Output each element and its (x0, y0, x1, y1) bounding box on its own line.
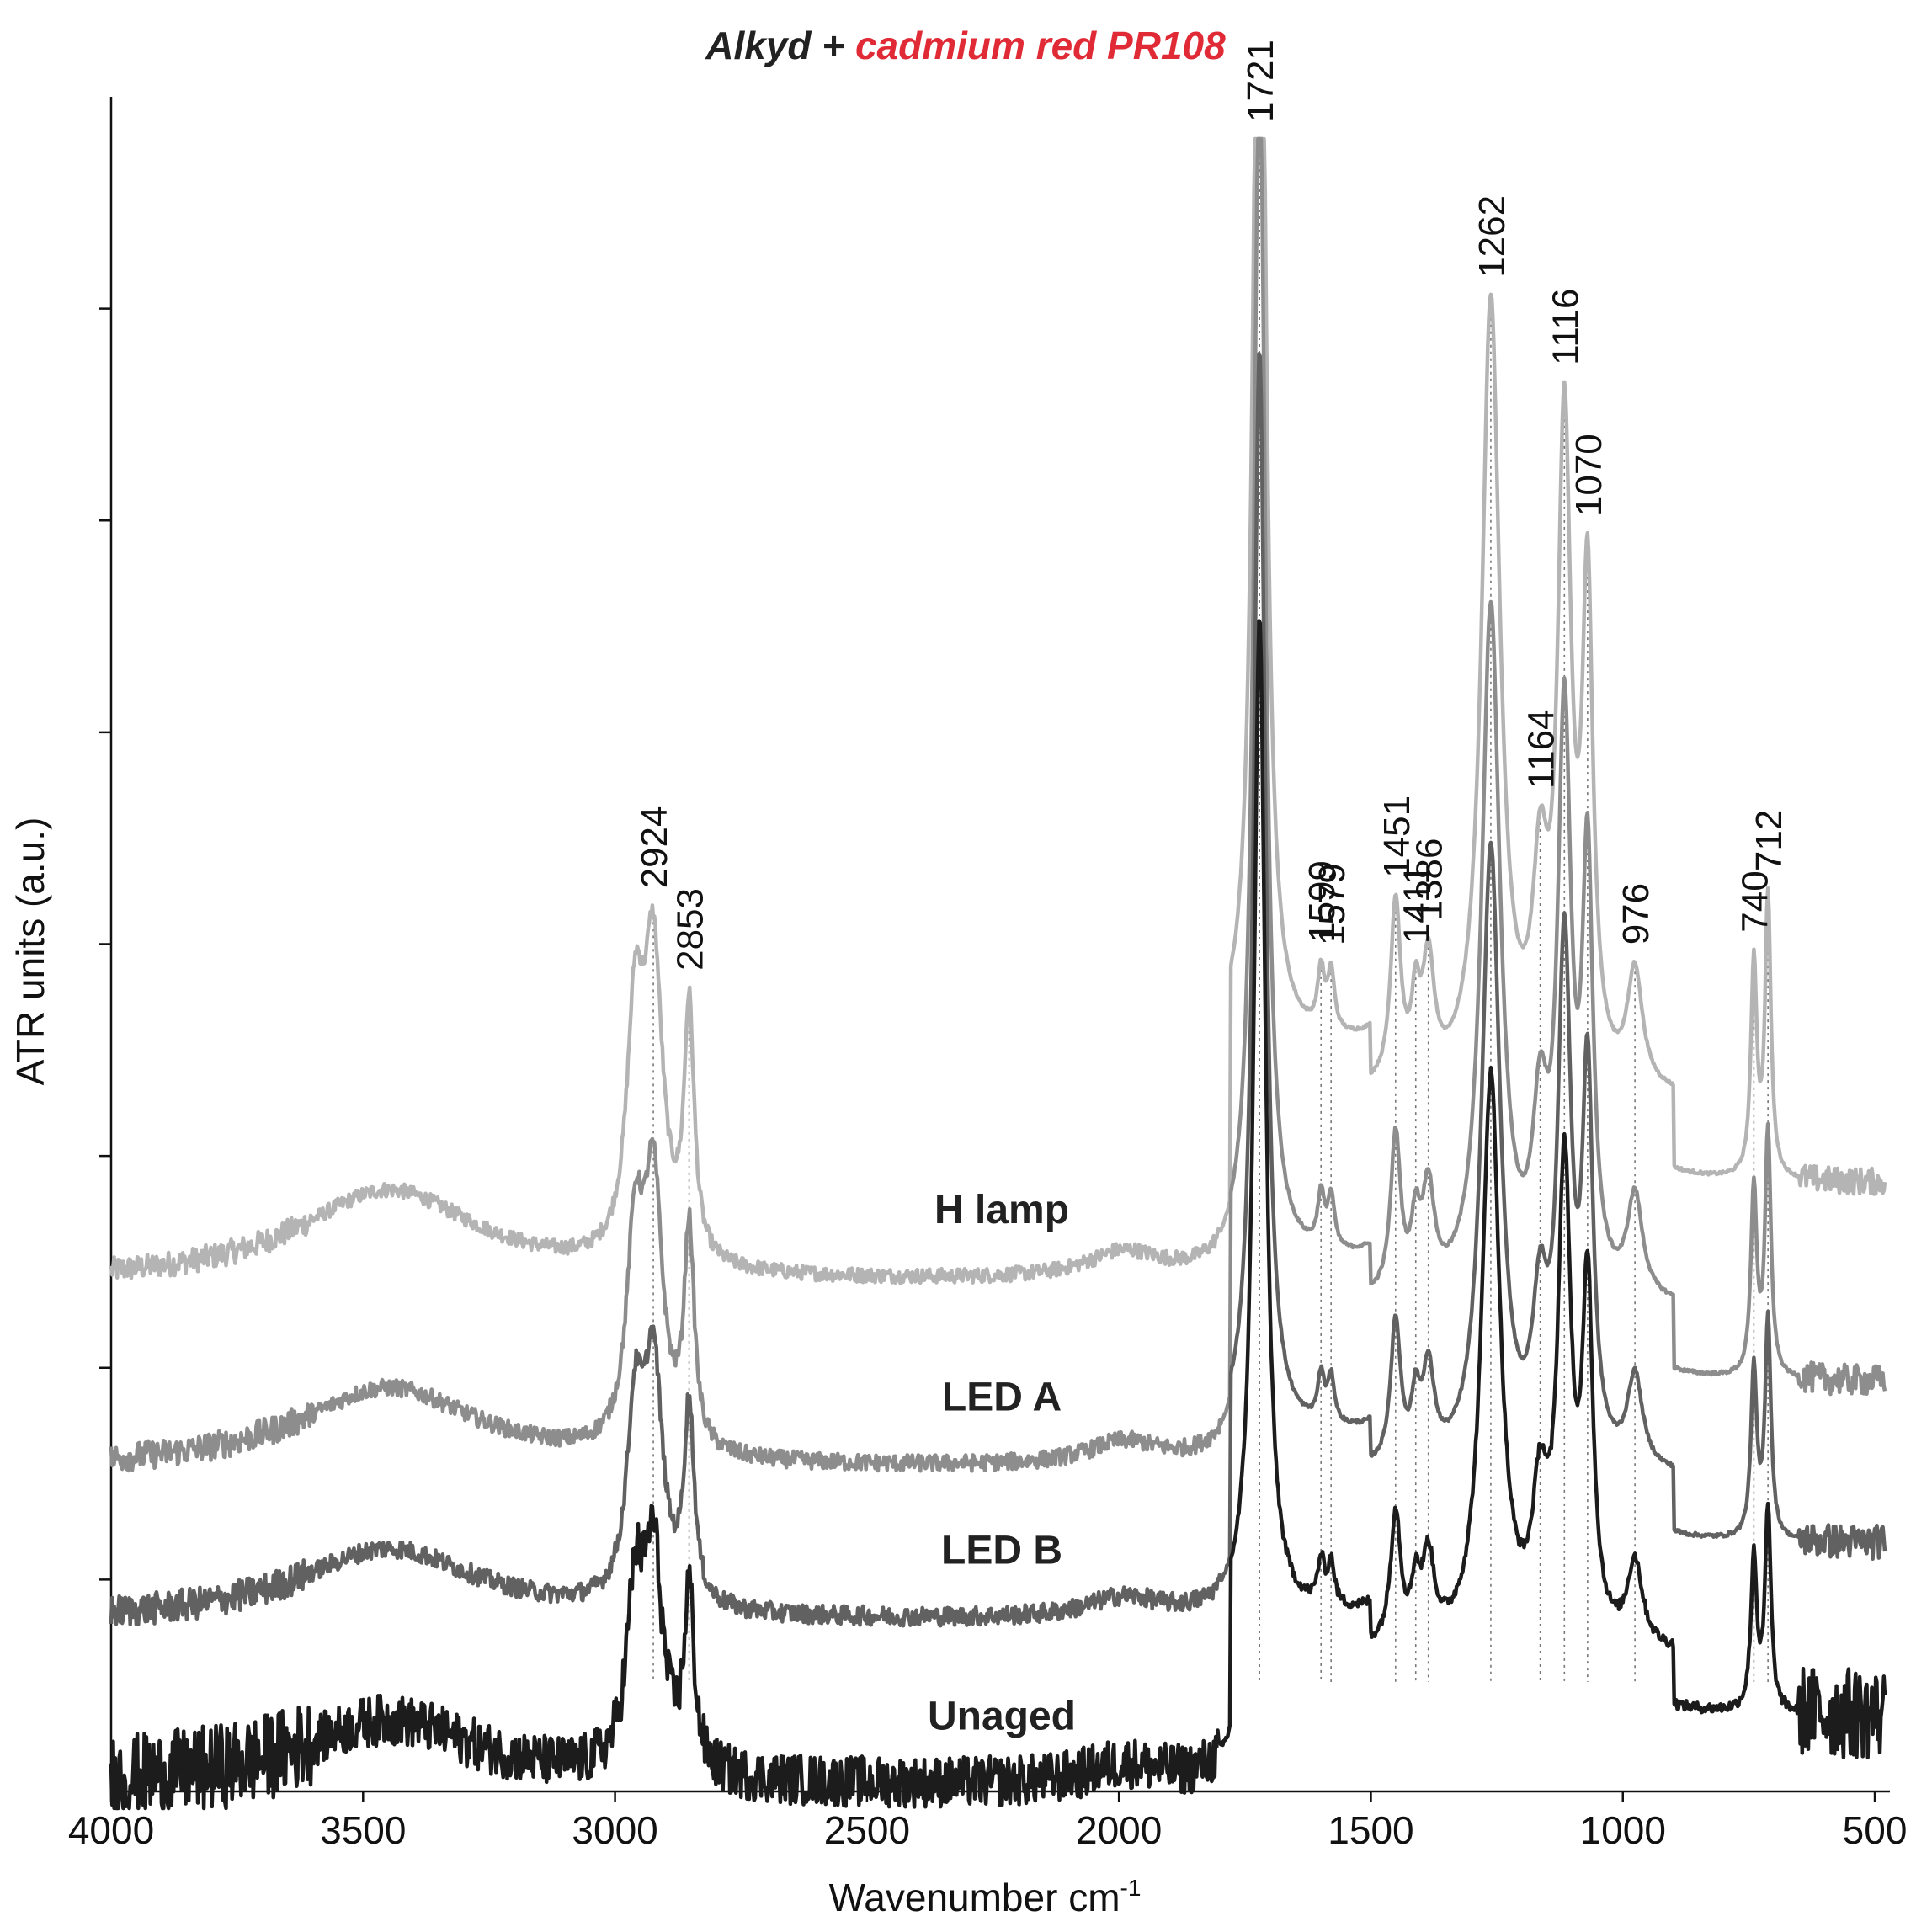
peak-label: 1164 (1521, 709, 1562, 789)
x-tick-label: 500 (1843, 1808, 1908, 1852)
peak-label: 1599 (1301, 860, 1343, 943)
series-label: Unaged (928, 1695, 1076, 1739)
y-axis-ticks (99, 307, 111, 1581)
peak-label: 2924 (634, 806, 675, 889)
series-line-h-lamp (109, 136, 1887, 1285)
x-axis: 4000 3500 3000 2500 2000 1500 1000 500 (68, 1790, 1908, 1852)
chart-title: Alkyd + cadmium red PR108 (705, 24, 1226, 67)
peak-label: 712 (1748, 810, 1790, 871)
x-tick-label: 1000 (1580, 1808, 1666, 1852)
chart-title-part-2: cadmium red PR108 (855, 24, 1226, 67)
peak-label: 1721 (1240, 40, 1281, 122)
peak-label: 1116 (1545, 289, 1586, 365)
series-labels: H lamp LED A LED B Unaged (928, 1188, 1076, 1738)
x-tick-label: 2500 (824, 1808, 910, 1852)
y-axis (99, 97, 113, 1791)
peak-label: 1070 (1568, 434, 1610, 516)
series-label: LED A (942, 1376, 1062, 1420)
peak-label: 1451 (1376, 796, 1418, 878)
series-label: H lamp (934, 1188, 1069, 1232)
x-axis-title-text: Wavenumber cm (829, 1876, 1120, 1919)
series-label: LED B (941, 1529, 1062, 1573)
x-axis-title: Wavenumber cm-1 (829, 1875, 1142, 1919)
x-axis-ticks: 4000 3500 3000 2500 2000 1500 1000 500 (68, 1791, 1908, 1852)
x-tick-label: 1500 (1328, 1808, 1413, 1852)
peak-label: 1262 (1472, 195, 1513, 278)
x-tick-label: 2000 (1076, 1808, 1162, 1852)
y-axis-title: ATR units (a.u.) (8, 817, 52, 1086)
peak-label: 2853 (670, 888, 711, 971)
peak-label: 740 (1734, 870, 1775, 932)
series-line-led-b (109, 351, 1887, 1628)
peak-label: 1579 (1312, 863, 1353, 945)
x-tick-label: 3000 (572, 1808, 657, 1852)
peak-label: 1386 (1409, 838, 1450, 921)
chart-title-part-1: Alkyd + (705, 24, 855, 67)
x-axis-title-superscript: -1 (1120, 1875, 1142, 1901)
x-tick-label: 4000 (68, 1808, 154, 1852)
peak-label: 976 (1615, 883, 1657, 945)
x-tick-label: 3500 (320, 1808, 406, 1852)
series-line-unaged (109, 619, 1887, 1811)
spectra-series (109, 136, 1887, 1811)
series-line-led-a (109, 136, 1887, 1473)
peak-label: 1411 (1397, 865, 1438, 945)
